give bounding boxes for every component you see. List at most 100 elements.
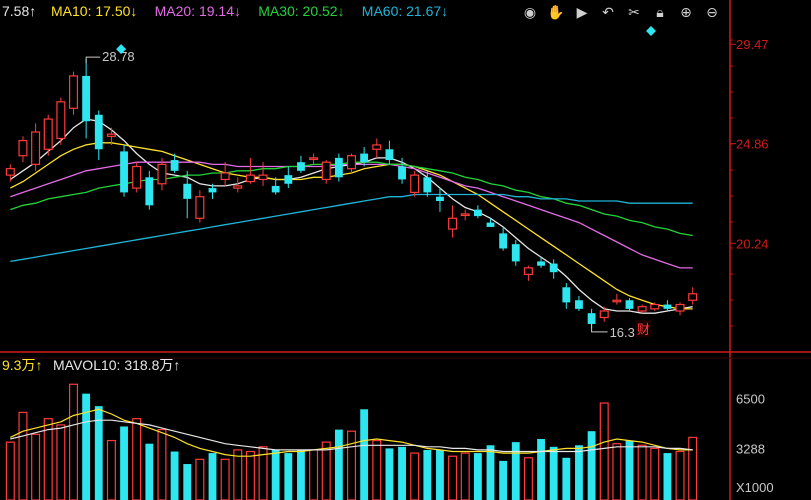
volume-bar-up	[321, 441, 331, 500]
eye-icon[interactable]: ◉	[523, 3, 537, 20]
volume-bar-down	[423, 449, 432, 500]
candle-body-down	[663, 304, 672, 309]
candle-body-up	[637, 306, 647, 312]
candle-body-down	[398, 166, 406, 180]
candle-body-up	[346, 155, 357, 170]
candle-body-down	[284, 175, 293, 184]
candle-body-up	[258, 174, 268, 181]
volume-bar-down	[499, 460, 508, 500]
candle-body-down	[549, 263, 558, 273]
volume-bar-up	[233, 449, 243, 500]
high-marker-diamond	[116, 44, 127, 55]
volume-bar-down	[473, 453, 482, 500]
candle-body-down	[562, 287, 571, 303]
candle-body-up	[31, 131, 41, 165]
low-annotation-label: 16.32	[610, 325, 643, 340]
event-marker-diamond	[646, 26, 656, 36]
price-legend-item: 7.58↑	[2, 3, 36, 19]
candle-body-up	[599, 310, 609, 319]
volume-bar-up	[5, 441, 15, 500]
candle-body-up	[410, 174, 420, 193]
volume-bar-up	[612, 443, 622, 500]
scissors-icon[interactable]: ✂	[628, 3, 640, 20]
chart-toolbar: ◉ ✋ ▶ ↶ ✂ 🔒︎ ⊕ ⊖	[520, 2, 722, 22]
price-legend-item: MA20: 19.14↓	[155, 3, 241, 19]
volume-bar-up	[157, 429, 167, 500]
volume-bar-up	[106, 439, 116, 500]
volume-bar-down	[183, 464, 192, 500]
candle-body-up	[233, 185, 243, 189]
volume-bar-up	[460, 452, 470, 500]
volume-bar-up	[220, 458, 230, 500]
volume-bar-up	[132, 418, 142, 500]
finance-badge-bg	[635, 320, 652, 337]
volume-bar-down	[334, 429, 343, 500]
volume-bar-up	[637, 444, 647, 500]
candle-body-up	[650, 303, 660, 310]
volume-bar-down	[82, 393, 91, 500]
volume-bar-up	[523, 457, 533, 500]
price-legend-item: MA60: 21.67↓	[362, 3, 448, 19]
volume-bar-down	[587, 431, 596, 500]
lock-icon[interactable]: 🔒︎	[656, 3, 664, 20]
price-tick-label: 24.86	[736, 137, 769, 152]
candle-body-up	[523, 267, 533, 275]
candle-body-up	[195, 196, 205, 219]
volume-tick-label: X1000	[736, 480, 774, 495]
candle-body-down	[334, 157, 343, 178]
candle-body-down	[587, 313, 596, 324]
candle-body-up	[460, 213, 470, 217]
ma-line-ma10	[10, 142, 693, 310]
candle-body-down	[94, 114, 103, 150]
volume-bar-up	[650, 447, 660, 500]
mavol-line-ma5	[10, 408, 693, 457]
high-annotation-label: 28.78	[102, 49, 135, 64]
candle-body-down	[208, 188, 217, 193]
candle-body-up	[157, 163, 167, 185]
plus-icon[interactable]: ⊕	[680, 3, 692, 20]
candle-body-down	[423, 177, 432, 193]
candle-body-up	[321, 161, 331, 181]
volume-bar-down	[208, 453, 217, 500]
volume-bar-down	[575, 445, 583, 500]
low-annotation-line	[591, 323, 608, 333]
candle-body-up	[245, 174, 255, 183]
volume-tick-label: 3288	[736, 442, 765, 457]
ma-line-ma5	[9, 118, 693, 314]
ma-line-ma20	[10, 161, 693, 269]
candle-body-down	[575, 300, 583, 309]
volume-bar-down	[145, 443, 154, 500]
volume-bar-up	[448, 455, 458, 500]
volume-bar-up	[372, 439, 382, 500]
candle-body-down	[271, 185, 280, 193]
play-icon[interactable]: ▶	[576, 3, 588, 20]
candle-body-down	[473, 209, 482, 217]
hand-icon[interactable]: ✋	[547, 3, 565, 20]
candle-body-down	[297, 162, 305, 171]
volume-bar-down	[549, 446, 558, 500]
candle-body-up	[448, 217, 458, 230]
candle-body-down	[499, 233, 508, 249]
volume-bar-up	[195, 458, 205, 500]
volume-bar-down	[271, 449, 280, 500]
candle-body-up	[106, 133, 116, 137]
volume-bar-down	[511, 442, 520, 500]
candle-body-down	[385, 149, 394, 161]
candle-body-down	[436, 196, 444, 202]
price-tick-label: 20.24	[736, 236, 769, 251]
price-legend-item: MA10: 17.50↓	[51, 3, 137, 19]
minus-icon[interactable]: ⊖	[706, 3, 718, 20]
volume-bar-down	[398, 446, 406, 500]
undo-icon[interactable]: ↶	[602, 3, 614, 20]
candle-body-down	[82, 75, 91, 122]
volume-bar-up	[56, 424, 66, 500]
candle-body-up	[132, 165, 142, 189]
volume-tick-label: 6500	[736, 391, 765, 406]
price-tick-label: 29.47	[736, 37, 769, 52]
price-legend-item: MA30: 20.52↓	[258, 3, 344, 19]
candle-body-down	[511, 244, 520, 262]
candle-body-down	[145, 177, 154, 206]
mavol-line-mavol10	[10, 419, 693, 453]
candle-body-up	[612, 299, 622, 303]
